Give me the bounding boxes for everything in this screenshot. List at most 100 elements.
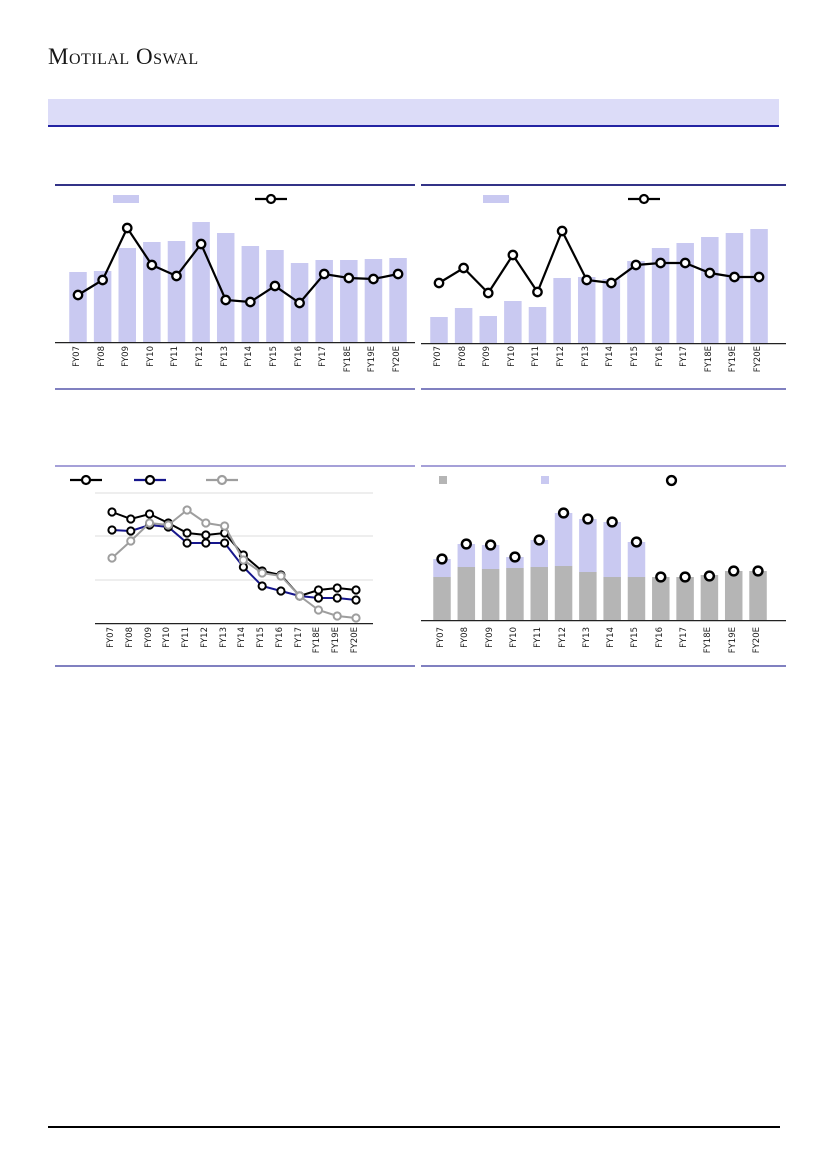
chart-legend	[55, 474, 415, 488]
data-point-marker	[220, 294, 232, 306]
data-point-marker	[507, 249, 519, 261]
data-point-marker	[257, 568, 267, 578]
bar	[241, 246, 260, 342]
x-tick-label: FY13	[580, 346, 591, 367]
data-point-marker	[144, 509, 155, 519]
x-tick-label: FY07	[433, 346, 443, 367]
data-point-marker	[313, 605, 324, 615]
bar	[454, 308, 473, 343]
x-axis-labels: FY07 FY08 FY09 FY10 FY11 FY12 FY13 FY14 FY15 FY16…	[55, 346, 415, 384]
x-tick-label: FY12	[199, 627, 210, 648]
data-point-marker	[679, 257, 691, 269]
data-point-marker	[533, 534, 545, 546]
x-tick-label: FY15	[268, 346, 279, 367]
legend-line-marker-swatch	[134, 474, 166, 486]
data-point-marker	[556, 225, 568, 237]
chart-bottom-rule	[55, 388, 415, 390]
data-point-marker	[343, 272, 355, 284]
data-point-marker	[436, 553, 448, 565]
bar	[69, 272, 87, 342]
data-point-marker	[294, 297, 305, 309]
data-point-marker	[182, 528, 192, 538]
x-tick-label: FY12	[557, 627, 568, 648]
bar	[504, 301, 522, 343]
x-tick-label: FY15	[630, 627, 641, 648]
chart-legend	[55, 193, 415, 207]
x-tick-label: FY09	[143, 627, 154, 648]
x-tick-label: FY18E	[703, 627, 714, 654]
data-point-marker	[220, 538, 230, 548]
data-point-marker	[581, 274, 593, 286]
data-point-marker	[557, 507, 570, 519]
data-point-marker	[238, 555, 248, 565]
data-point-marker	[295, 591, 305, 601]
data-point-marker	[630, 536, 643, 548]
bar	[749, 571, 767, 620]
data-point-marker	[351, 595, 361, 605]
data-point-marker	[244, 296, 256, 308]
data-point-marker	[121, 222, 133, 234]
x-tick-label: FY13	[581, 627, 592, 648]
x-tick-label: FY11	[170, 346, 181, 367]
data-point-marker	[392, 268, 404, 280]
x-tick-label: FY14	[606, 627, 617, 648]
bar	[528, 307, 547, 343]
x-tick-label: FY12	[195, 346, 206, 367]
bar	[93, 271, 112, 342]
x-tick-label: FY07	[436, 627, 446, 648]
bar	[554, 513, 573, 566]
data-point-marker	[107, 525, 117, 535]
data-point-marker	[630, 259, 642, 271]
chart-topright-bar-line: FY07 FY08 FY09 FY10 FY11 FY12 FY13 FY14 FY15 FY16…	[421, 184, 786, 390]
data-point-marker	[728, 565, 740, 577]
x-tick-label: FY19E	[727, 627, 738, 654]
x-tick-label: FY08	[96, 346, 107, 367]
data-point-marker	[753, 271, 765, 283]
bar	[266, 250, 284, 342]
x-tick-label: FY17	[679, 627, 690, 648]
legend-bar-swatch	[113, 193, 139, 205]
bar	[725, 233, 744, 343]
legend-line-marker-swatch	[206, 474, 238, 486]
x-tick-label: FY18E	[703, 346, 714, 373]
x-tick-label: FY10	[162, 627, 173, 648]
data-point-marker	[182, 505, 192, 515]
bar	[750, 229, 768, 343]
data-point-marker	[605, 277, 617, 289]
x-tick-label: FY16	[274, 627, 285, 648]
data-point-marker	[276, 586, 286, 596]
data-point-marker	[126, 514, 136, 524]
bar	[530, 567, 548, 620]
data-point-marker	[144, 518, 155, 528]
gray-line-series	[107, 505, 361, 623]
data-point-marker	[679, 571, 691, 583]
x-tick-label: FY19E	[331, 627, 342, 654]
x-tick-label: FY11	[533, 627, 544, 648]
data-point-marker	[313, 593, 324, 603]
x-tick-label: FY20E	[350, 627, 360, 654]
data-point-marker	[171, 270, 182, 282]
bar	[579, 519, 597, 572]
data-point-marker	[351, 585, 361, 595]
data-point-marker	[107, 553, 117, 563]
x-tick-label: FY07	[72, 346, 82, 367]
data-point-marker	[126, 526, 136, 536]
bar	[627, 577, 646, 620]
data-point-marker	[532, 286, 543, 298]
chart-bottomleft-lines: FY07 FY08 FY09 FY10 FY11 FY12 FY13 FY14 FY15 FY16…	[55, 465, 415, 667]
data-point-marker	[201, 538, 211, 548]
data-point-marker	[582, 513, 594, 525]
chart-topleft-bar-line: FY07 FY08 FY09 FY10 FY11 FY12 FY13 FY14 FY15 FY16…	[55, 184, 415, 390]
x-tick-label: FY18E	[342, 346, 353, 373]
data-point-marker	[146, 259, 158, 271]
data-point-marker	[332, 611, 342, 621]
data-point-marker	[97, 274, 108, 286]
bar	[457, 544, 476, 567]
x-axis-labels: FY07 FY08 FY09 FY10 FY11 FY12 FY13 FY14 FY15 FY16…	[421, 627, 786, 665]
data-point-marker	[269, 280, 281, 292]
data-point-marker	[257, 581, 267, 591]
x-tick-label: FY09	[484, 627, 495, 648]
bar	[481, 569, 500, 620]
data-point-marker	[460, 538, 472, 550]
bar-series	[430, 229, 768, 343]
